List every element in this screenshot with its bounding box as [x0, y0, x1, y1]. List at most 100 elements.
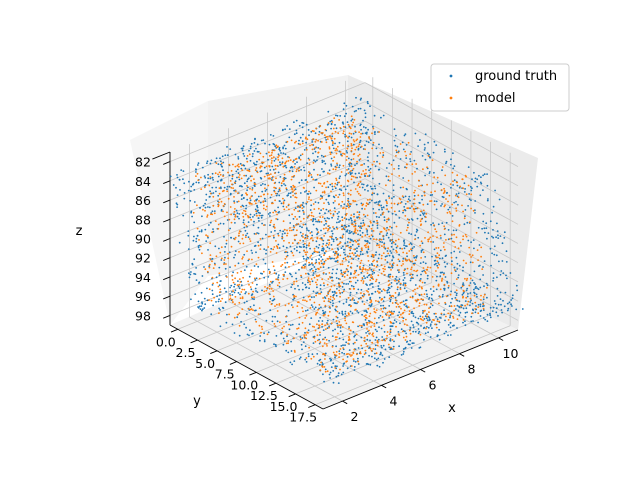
data-point [323, 224, 326, 226]
data-point [253, 178, 255, 181]
data-point [380, 238, 383, 241]
data-point [198, 239, 200, 241]
data-point [382, 288, 385, 291]
data-point [466, 295, 469, 298]
data-point [318, 258, 320, 260]
data-point [402, 260, 404, 263]
data-point [310, 130, 313, 133]
data-point [296, 218, 298, 221]
data-point [373, 271, 376, 274]
data-point [454, 308, 457, 310]
data-point [455, 256, 458, 259]
data-point [265, 172, 268, 175]
data-point [361, 313, 363, 316]
data-point [259, 335, 262, 337]
data-point [423, 318, 426, 320]
data-point [260, 184, 262, 187]
data-point [344, 226, 347, 229]
data-point [493, 300, 496, 302]
data-point [197, 307, 200, 309]
data-point [253, 265, 256, 267]
data-point [406, 272, 408, 275]
data-point [195, 168, 198, 171]
data-point [510, 303, 512, 306]
data-point [263, 339, 266, 341]
data-point [426, 319, 429, 321]
data-point [388, 254, 391, 257]
data-point [203, 307, 206, 309]
data-point [345, 301, 348, 303]
data-point [328, 242, 331, 244]
data-point [218, 272, 221, 275]
data-point [187, 230, 190, 233]
data-point [368, 264, 371, 266]
data-point [436, 264, 439, 267]
data-point [342, 125, 345, 128]
data-point [201, 252, 203, 255]
data-point [293, 174, 296, 177]
data-point [349, 305, 352, 308]
data-point [357, 311, 360, 314]
data-point [379, 288, 381, 291]
data-point [206, 181, 209, 183]
data-point [482, 307, 485, 310]
data-point [259, 339, 261, 342]
data-point [343, 282, 345, 285]
data-point [457, 276, 460, 279]
data-point [242, 145, 245, 148]
data-point [233, 210, 236, 213]
data-point [375, 309, 378, 311]
data-point [388, 291, 391, 294]
data-point [293, 208, 296, 211]
data-point [379, 314, 382, 317]
data-point [410, 205, 413, 208]
data-point [362, 126, 365, 128]
data-point [371, 192, 374, 195]
data-point [263, 276, 266, 279]
data-point [297, 206, 299, 209]
data-point [436, 181, 439, 184]
data-point [470, 193, 473, 196]
data-point [324, 370, 327, 373]
data-point [319, 174, 321, 177]
data-point [348, 218, 350, 221]
data-point [310, 267, 313, 270]
data-point [198, 244, 201, 247]
data-point [284, 262, 286, 264]
data-point [190, 271, 192, 273]
data-point [439, 316, 441, 319]
data-point [286, 335, 288, 338]
data-point [430, 191, 433, 194]
data-point [357, 239, 359, 242]
data-point [313, 159, 315, 162]
data-point [193, 189, 196, 191]
data-point [510, 299, 513, 301]
data-point [273, 190, 276, 193]
data-point [366, 100, 369, 103]
data-point [433, 200, 436, 203]
data-point [444, 174, 447, 177]
data-point [393, 221, 396, 224]
data-point [423, 190, 426, 193]
data-point [229, 227, 232, 230]
data-point [310, 296, 313, 299]
data-point [433, 176, 436, 179]
data-point [327, 228, 330, 230]
data-point [419, 220, 422, 223]
data-point [251, 297, 254, 300]
data-point [364, 112, 367, 115]
data-point [397, 151, 400, 154]
data-point [411, 247, 414, 250]
data-point [261, 161, 263, 164]
data-point [492, 279, 494, 282]
data-point [434, 190, 436, 193]
data-point [264, 187, 266, 190]
data-point [388, 297, 391, 300]
data-point [322, 262, 325, 265]
data-point [295, 129, 298, 132]
data-point [306, 181, 309, 183]
data-point [241, 237, 244, 240]
data-point [306, 201, 309, 203]
y-tick-label: 17.5 [289, 410, 317, 425]
y-tick-label: 2.5 [176, 345, 196, 360]
